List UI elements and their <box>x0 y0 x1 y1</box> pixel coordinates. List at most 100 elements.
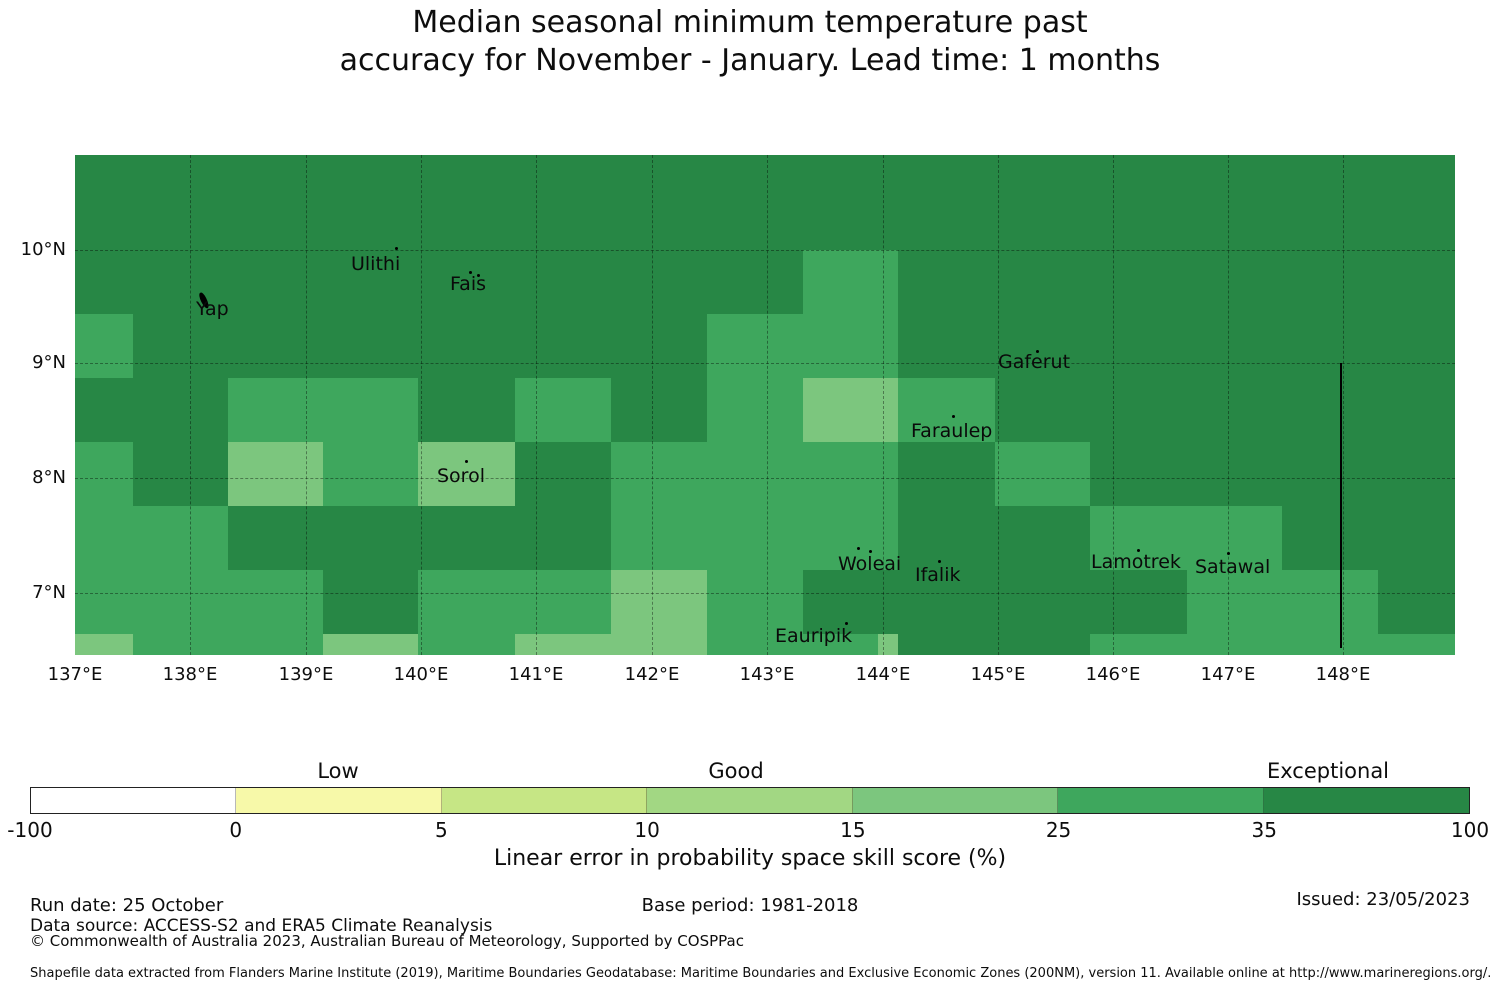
map-cell <box>1282 442 1379 507</box>
island-dot <box>1227 552 1230 555</box>
colorbar-segment <box>647 788 853 813</box>
copyright-text: © Commonwealth of Australia 2023, Austra… <box>30 932 744 950</box>
map-cell <box>1187 378 1283 443</box>
map-cell <box>803 506 899 571</box>
map-cell <box>1282 506 1379 571</box>
map-cell <box>1378 314 1455 379</box>
map-cell <box>898 250 996 315</box>
graticule-parallel <box>75 250 1455 251</box>
map-cell <box>515 250 612 315</box>
island-dot <box>477 274 480 277</box>
graticule-meridian <box>998 155 999 655</box>
map-cell <box>995 506 1091 571</box>
map-cell <box>995 378 1091 443</box>
map-cell <box>898 155 996 251</box>
lon-tick-label: 146°E <box>1085 664 1141 685</box>
map-cell <box>803 314 899 379</box>
map-cell <box>995 250 1091 315</box>
colorbar-segment <box>852 788 1059 813</box>
map-cell <box>1282 314 1379 379</box>
map-cell <box>707 506 804 571</box>
lat-tick-label: 9°N <box>32 352 66 373</box>
map-cell <box>1090 314 1188 379</box>
island-dot <box>845 622 848 625</box>
map-cell <box>995 314 1091 379</box>
map-cell <box>515 314 612 379</box>
map-cell <box>707 314 804 379</box>
map-cell <box>707 634 804 655</box>
map-cell <box>1282 250 1379 315</box>
map-cell <box>1090 506 1188 571</box>
graticule-meridian <box>767 155 768 655</box>
map-cell <box>803 250 899 315</box>
colorbar-segment <box>236 788 442 813</box>
map-cell <box>1282 570 1379 635</box>
map-cell <box>75 634 134 655</box>
map-cell <box>133 378 229 443</box>
map-cell <box>75 314 134 379</box>
map-cell <box>323 314 419 379</box>
map-cell <box>803 634 899 655</box>
map-cell <box>995 442 1091 507</box>
colorbar-tick-label: 10 <box>634 818 660 842</box>
colorbar-segment <box>441 788 648 813</box>
lat-tick-label: 8°N <box>32 467 66 488</box>
lon-tick-label: 145°E <box>970 664 1026 685</box>
map-cell <box>611 314 708 379</box>
map-cell <box>898 378 996 443</box>
map-cell <box>707 570 804 635</box>
map-cell <box>418 155 516 251</box>
map-cell <box>1090 570 1188 635</box>
map-cell <box>803 570 899 635</box>
map-cell <box>1282 378 1379 443</box>
island-label-ifalik: Ifalik <box>915 564 961 586</box>
lon-tick-label: 147°E <box>1200 664 1256 685</box>
island-dot <box>1137 549 1140 552</box>
graticule-meridian <box>1113 155 1114 655</box>
graticule-meridian <box>1343 155 1344 655</box>
map-cell <box>611 506 708 571</box>
graticule-meridian <box>421 155 422 655</box>
map-cell <box>228 506 324 571</box>
map-cell <box>878 634 898 655</box>
map-cell <box>1187 442 1283 507</box>
map-cell <box>75 155 134 251</box>
map-cell <box>75 250 134 315</box>
map-cell <box>133 570 229 635</box>
map-cell <box>133 506 229 571</box>
issued-text: Issued: 23/05/2023 <box>1296 889 1470 910</box>
map-cell <box>707 155 804 251</box>
colorbar-tick-label: 100 <box>1450 818 1490 842</box>
map-cell <box>1378 634 1455 655</box>
map-cell <box>1282 634 1379 655</box>
lon-tick-label: 144°E <box>855 664 911 685</box>
map-cell <box>418 378 516 443</box>
map-cell <box>1187 570 1283 635</box>
graticule-meridian <box>190 155 191 655</box>
island-dot <box>469 271 472 274</box>
map-cell <box>611 442 708 507</box>
map-cell <box>418 634 516 655</box>
map-cell <box>418 570 516 635</box>
lon-tick-label: 143°E <box>739 664 795 685</box>
map-cell <box>611 634 708 655</box>
map-cell <box>803 442 899 507</box>
colorbar-segment <box>1263 788 1469 813</box>
lon-tick-label: 139°E <box>278 664 334 685</box>
map-cell <box>611 378 708 443</box>
data-source-text: Data source: ACCESS-S2 and ERA5 Climate … <box>30 916 493 936</box>
map-cell <box>707 378 804 443</box>
colorbar-segment <box>1058 788 1264 813</box>
colorbar-tick-label: -100 <box>7 818 53 842</box>
map-cell <box>323 570 419 635</box>
island-label-faraulep: Faraulep <box>911 420 993 442</box>
map-cell <box>898 634 996 655</box>
graticule-parallel <box>75 593 1455 594</box>
map-cell <box>228 442 324 507</box>
map-cell <box>1378 155 1455 251</box>
map-cell <box>75 570 134 635</box>
island-label-yap: Yap <box>196 298 229 320</box>
lon-tick-label: 141°E <box>508 664 564 685</box>
island-dot <box>869 550 872 553</box>
